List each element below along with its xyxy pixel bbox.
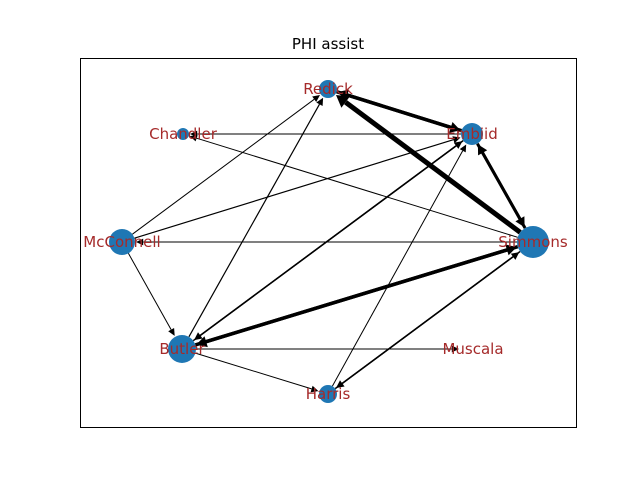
node-label-muscala: Muscala (442, 340, 503, 358)
arrowhead (312, 95, 320, 102)
node-label-chandler: Chandler (149, 125, 218, 143)
edge-simmons-mcconnell (136, 238, 517, 246)
edge-butler-redick (188, 97, 324, 338)
plot-title: PHI assist (292, 35, 364, 53)
edge-simmons-harris (336, 250, 521, 388)
node-redick (319, 80, 337, 98)
node-embiid (461, 123, 483, 145)
edge-mcconnell-embiid (134, 136, 461, 239)
arrowhead (505, 244, 517, 256)
node-butler (168, 335, 196, 363)
arrowhead (515, 216, 525, 228)
edge-line (127, 253, 172, 330)
node-mcconnell (109, 229, 135, 255)
edge-simmons-chandler (189, 134, 518, 238)
node-label-redick: Redick (303, 80, 353, 98)
edge-butler-muscala (196, 345, 459, 353)
edge-line (344, 100, 522, 235)
node-label-simmons: Simmons (498, 233, 568, 251)
edge-mcconnell-redick (132, 95, 320, 235)
arrowhead (449, 122, 461, 133)
node-chandler (177, 128, 189, 140)
arrowhead (336, 95, 350, 108)
arrowhead (459, 144, 467, 153)
edge-redick-embiid (336, 90, 461, 133)
node-label-mcconnell: McConnell (83, 233, 160, 251)
edge-mcconnell-butler (127, 253, 175, 336)
arrowhead (194, 332, 203, 341)
edge-embiid-butler (194, 139, 464, 341)
edge-line (476, 142, 522, 220)
nodes-layer (109, 80, 549, 403)
edge-embiid-simmons (476, 142, 525, 228)
edge-line (336, 90, 452, 130)
arrowhead (136, 238, 144, 246)
node-harris (319, 385, 337, 403)
edge-line (341, 250, 521, 385)
arrowhead (168, 328, 175, 336)
edge-line (188, 103, 321, 338)
labels-layer: Redick Chandler Embiid McConnell Simmons Butl… (83, 80, 568, 403)
edge-line (199, 139, 464, 337)
edge-line (331, 150, 464, 387)
edge-line (132, 98, 315, 235)
edge-line (196, 137, 518, 238)
arrowhead (451, 345, 459, 353)
node-simmons (517, 226, 549, 258)
edge-line (134, 139, 454, 239)
edge-butler-harris (195, 352, 319, 393)
edges-layer (127, 89, 527, 393)
node-label-butler: Butler (159, 340, 205, 358)
arrowhead (452, 136, 461, 144)
edge-line (194, 248, 508, 347)
arrowhead (336, 380, 345, 388)
edge-line (195, 352, 312, 390)
node-label-embiid: Embiid (446, 125, 497, 143)
edge-simmons-redick (336, 95, 522, 235)
plot-frame (80, 58, 577, 428)
edge-butler-simmons (194, 244, 517, 347)
arrowhead (189, 134, 198, 142)
arrowhead (310, 385, 319, 393)
node-label-harris: Harris (306, 385, 351, 403)
edge-harris-embiid (331, 144, 467, 387)
arrowhead (316, 97, 324, 106)
